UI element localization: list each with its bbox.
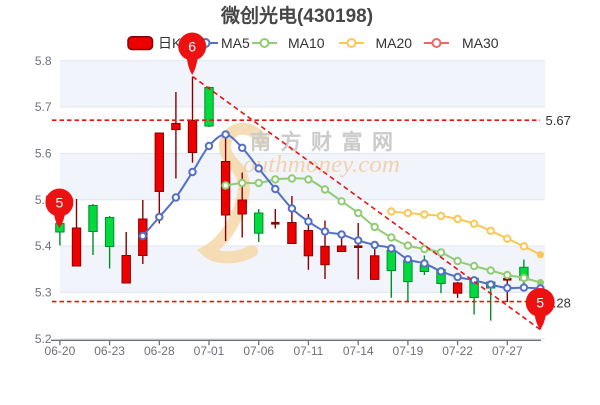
svg-text:07-27: 07-27 (492, 344, 523, 358)
svg-text:MA20: MA20 (376, 35, 413, 51)
svg-text:5.6: 5.6 (35, 147, 52, 161)
svg-text:5.8: 5.8 (35, 54, 52, 68)
svg-text:5.4: 5.4 (35, 239, 52, 253)
svg-text:5.3: 5.3 (35, 286, 52, 300)
svg-text:5: 5 (536, 295, 544, 311)
svg-text:06-20: 06-20 (45, 344, 76, 358)
svg-text:5: 5 (56, 195, 64, 211)
svg-text:MA5: MA5 (221, 35, 250, 51)
svg-text:06-23: 06-23 (94, 344, 125, 358)
svg-text:06-28: 06-28 (144, 344, 175, 358)
svg-text:07-01: 07-01 (194, 344, 225, 358)
svg-text:outhmoney.com: outhmoney.com (243, 152, 400, 178)
svg-text:07-14: 07-14 (343, 344, 374, 358)
svg-text:07-22: 07-22 (442, 344, 473, 358)
svg-text:微创光电(430198): 微创光电(430198) (220, 4, 373, 27)
svg-text:日K: 日K (158, 35, 182, 51)
svg-text:南方财富网: 南方财富网 (250, 130, 403, 154)
svg-text:07-06: 07-06 (243, 344, 274, 358)
svg-text:07-19: 07-19 (393, 344, 424, 358)
svg-text:07-11: 07-11 (293, 344, 323, 358)
svg-text:5.2: 5.2 (35, 332, 52, 346)
svg-text:MA30: MA30 (462, 35, 499, 51)
svg-text:5.67: 5.67 (546, 113, 571, 128)
svg-text:5.7: 5.7 (35, 100, 52, 114)
svg-text:MA10: MA10 (288, 35, 325, 51)
svg-text:6: 6 (188, 39, 196, 55)
